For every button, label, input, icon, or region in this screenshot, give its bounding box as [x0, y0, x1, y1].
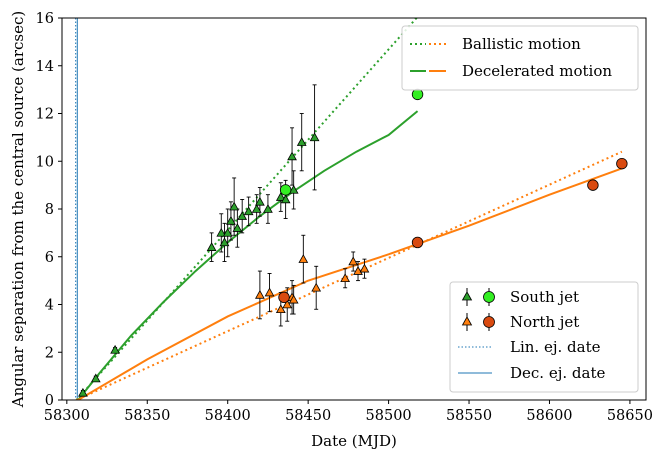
legend-entry-lin-ej-date: Lin. ej. date — [458, 338, 601, 356]
y-tick-label: 14 — [36, 59, 54, 75]
point-north-circle-0 — [278, 291, 290, 304]
y-tick-label: 4 — [45, 298, 54, 314]
legend-label-north-jet: North jet — [510, 313, 579, 331]
point-north-triangle-1 — [264, 287, 275, 297]
legend-triangle-south — [461, 291, 473, 301]
x-tick-label: 58400 — [205, 408, 251, 424]
ejection-date-lines — [75, 18, 78, 400]
legend-models-box — [401, 25, 639, 91]
point-north-circle-3 — [616, 157, 628, 170]
legend-label-lin-ej-date: Lin. ej. date — [510, 338, 601, 356]
point-south-triangle-16 — [280, 194, 291, 204]
legend-entry-dec-ej-date: Dec. ej. date — [458, 364, 605, 382]
data-points — [78, 88, 628, 397]
point-south-triangle-6 — [222, 227, 233, 237]
point-south-circle-1 — [411, 88, 424, 101]
legend-circle-south — [483, 291, 495, 303]
point-south-triangle-19 — [296, 137, 307, 146]
y-tick-label: 8 — [45, 202, 54, 218]
point-south-triangle-10 — [237, 211, 248, 220]
x-tick-label: 58350 — [124, 408, 170, 424]
legend-entry-decelerated: Decelerated motion — [410, 62, 612, 80]
x-tick-label: 58650 — [607, 408, 653, 424]
legend-series-box — [449, 281, 639, 393]
point-south-triangle-18 — [288, 184, 299, 194]
model-curves — [75, 18, 623, 400]
y-axis-label: Angular separation from the central sour… — [9, 11, 27, 408]
x-tick-label: 58550 — [446, 408, 492, 424]
legend-entry-ballistic: Ballistic motion — [410, 35, 581, 53]
legend-label-south-jet: South jet — [510, 288, 579, 306]
model-decelerated-north — [77, 167, 623, 400]
y-tick-label: 6 — [45, 250, 54, 266]
point-north-triangle-3 — [282, 299, 293, 309]
x-tick-label: 58500 — [366, 408, 412, 424]
y-axis-ticks: 0 2 4 6 8 10 12 14 16 — [36, 11, 62, 409]
point-north-triangle-0 — [255, 289, 265, 299]
point-south-triangle-20 — [309, 132, 320, 142]
point-south-triangle-12 — [251, 203, 262, 213]
y-tick-label: 2 — [45, 345, 54, 361]
x-tick-label: 58300 — [44, 408, 90, 424]
point-north-triangle-8 — [340, 273, 351, 282]
legend-series: South jet North jet Lin. ej. date Dec. e… — [449, 281, 639, 393]
legend-triangle-north — [461, 316, 473, 326]
point-south-triangle-7 — [226, 215, 236, 225]
y-tick-label: 16 — [36, 11, 54, 27]
point-south-triangle-0 — [78, 387, 88, 397]
point-south-triangle-13 — [255, 196, 265, 206]
point-south-triangle-5 — [219, 237, 230, 247]
point-north-triangle-9 — [348, 256, 359, 266]
point-south-triangle-1 — [90, 373, 101, 383]
point-north-circle-2 — [587, 179, 599, 191]
legend-label-decelerated: Decelerated motion — [462, 62, 612, 80]
x-axis-ticks: 58300 58350 58400 58450 58500 58550 58600 58650 — [44, 400, 653, 424]
y-tick-label: 12 — [36, 107, 54, 123]
legend-models: Ballistic motion Decelerated motion — [401, 25, 639, 91]
point-north-circle-1 — [411, 236, 424, 249]
point-south-triangle-17 — [287, 151, 297, 161]
y-tick-label: 0 — [45, 393, 54, 409]
point-south-triangle-9 — [232, 223, 243, 232]
legend-entry-north-jet: North jet — [461, 313, 579, 331]
point-south-circle-0 — [279, 184, 292, 196]
x-tick-label: 58450 — [285, 408, 331, 424]
point-south-triangle-2 — [110, 344, 120, 354]
legend-label-dec-ej-date: Dec. ej. date — [510, 364, 605, 382]
x-axis-label: Date (MJD) — [311, 432, 397, 450]
x-tick-label: 58600 — [526, 408, 572, 424]
point-south-triangle-4 — [216, 227, 227, 237]
point-north-triangle-7 — [311, 282, 322, 292]
model-ballistic-north — [76, 150, 623, 400]
point-south-triangle-8 — [229, 201, 240, 211]
point-south-triangle-14 — [263, 203, 273, 213]
y-tick-label: 10 — [36, 154, 54, 170]
model-decelerated-south — [77, 110, 419, 400]
legend-label-ballistic: Ballistic motion — [462, 35, 581, 53]
legend-circle-north — [483, 316, 495, 328]
legend-entry-south-jet: South jet — [461, 288, 579, 306]
point-south-triangle-11 — [243, 206, 254, 216]
point-north-triangle-11 — [359, 263, 370, 273]
point-north-triangle-10 — [353, 266, 363, 275]
point-north-triangle-2 — [275, 304, 286, 314]
point-south-triangle-15 — [275, 192, 286, 201]
point-south-triangle-3 — [206, 242, 217, 251]
point-north-triangle-5 — [288, 294, 299, 304]
point-north-triangle-6 — [298, 254, 309, 263]
